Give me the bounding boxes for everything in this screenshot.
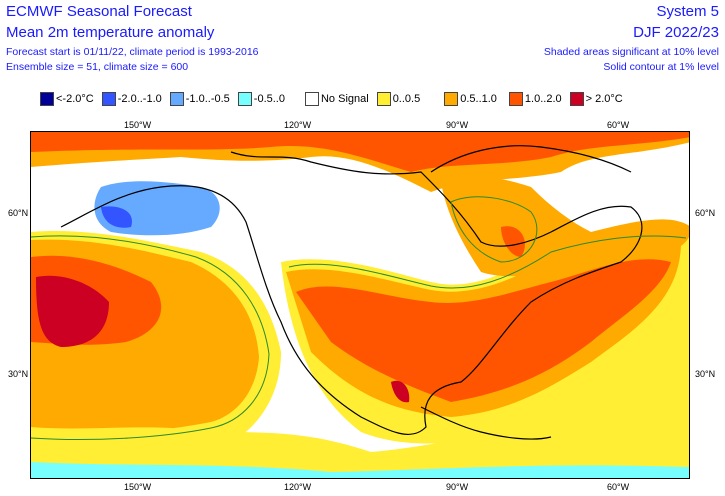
legend-swatch	[169, 92, 184, 106]
legend-swatch	[101, 92, 116, 106]
legend-label: -0.5..0	[253, 93, 285, 105]
lat-label: 60°N	[8, 208, 29, 218]
legend-swatch	[444, 92, 459, 106]
contour-note: Solid contour at 1% level	[603, 61, 719, 73]
legend-label: -1.0..-0.5	[185, 93, 230, 105]
coastlines	[60, 145, 643, 440]
lon-label: 150°W	[124, 482, 152, 492]
legend-item: 1.0..2.0	[508, 92, 562, 106]
lon-label: 120°W	[284, 120, 312, 130]
title: ECMWF Seasonal Forecast	[6, 3, 192, 20]
legend-swatch	[508, 92, 523, 106]
legend-item: -2.0..-1.0	[101, 92, 162, 106]
lon-label: 120°W	[284, 482, 312, 492]
legend-label: No Signal	[320, 93, 369, 105]
significance-contours	[31, 196, 687, 441]
legend-swatch	[40, 92, 54, 106]
significance-note: Shaded areas significant at 10% level	[543, 46, 719, 58]
legend-label: <-2.0°C	[56, 93, 94, 105]
legend-swatch	[569, 92, 584, 106]
lon-label: 60°W	[607, 120, 630, 130]
subtitle: Mean 2m temperature anomaly	[6, 24, 215, 41]
lon-label: 90°W	[446, 482, 469, 492]
legend-item: -0.5..0	[237, 92, 285, 106]
legend-label: -2.0..-1.0	[117, 93, 162, 105]
legend-item: 0.5..1.0	[444, 92, 497, 106]
legend-swatch	[304, 92, 319, 106]
legend-item: <-2.0°C	[40, 92, 94, 106]
legend-swatch	[237, 92, 252, 106]
lat-label: 30°N	[695, 369, 716, 379]
legend: <-2.0°C -2.0..-1.0 -1.0..-0.5 -0.5..0 No Sig…	[40, 92, 631, 106]
season-label: DJF 2022/23	[633, 24, 719, 41]
system-label: System 5	[656, 3, 719, 20]
lon-label: 150°W	[124, 120, 152, 130]
forecast-info: Forecast start is 01/11/22, climate peri…	[6, 46, 259, 58]
legend-label: 0.5..1.0	[460, 93, 497, 105]
lon-label: 60°W	[607, 482, 630, 492]
ensemble-info: Ensemble size = 51, climate size = 600	[6, 61, 189, 73]
legend-item: -1.0..-0.5	[169, 92, 230, 106]
legend-label: 0..0.5	[392, 93, 421, 105]
legend-item: 0..0.5	[376, 92, 421, 106]
lon-label: 90°W	[446, 120, 469, 130]
legend-label: 1.0..2.0	[524, 93, 562, 105]
legend-item: No Signal	[304, 92, 369, 106]
anomaly-map	[30, 131, 690, 479]
lat-label: 60°N	[695, 208, 716, 218]
anomaly-shading	[31, 132, 689, 478]
lat-label: 30°N	[8, 369, 29, 379]
legend-item: > 2.0°C	[569, 92, 623, 106]
legend-label: > 2.0°C	[585, 93, 623, 105]
legend-swatch	[376, 92, 391, 106]
